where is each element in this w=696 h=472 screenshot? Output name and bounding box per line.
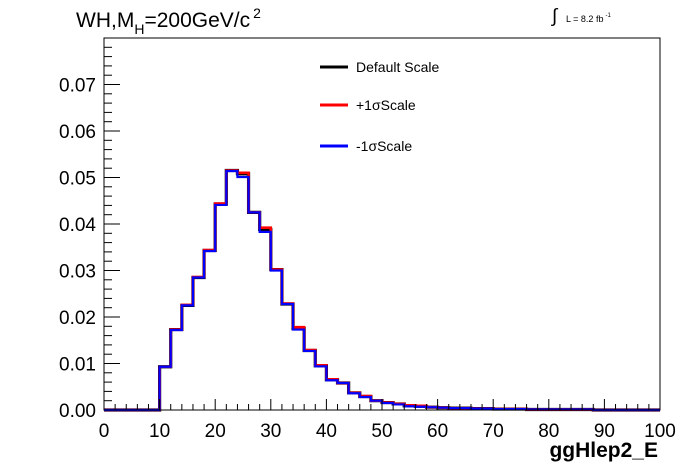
y-tick-label-1: 0.01 [59, 355, 96, 376]
series-line-1 [104, 169, 660, 412]
x-tick-label-1: 10 [149, 421, 170, 442]
title-rest: =200GeV/c [144, 9, 251, 32]
series-layer [104, 168, 660, 412]
x-tick-label-0: 0 [99, 421, 110, 442]
x-tick-label-4: 40 [316, 421, 337, 442]
y-tick-label-0: 0.00 [59, 401, 96, 422]
y-tick-label-7: 0.07 [59, 76, 96, 97]
series-line-2 [104, 169, 660, 412]
series-line-0 [104, 168, 660, 412]
y-tick-label-3: 0.03 [59, 262, 96, 283]
x-tick-label-10: 100 [644, 421, 676, 442]
title-subscript: H [134, 21, 145, 37]
x-tick-label-8: 80 [538, 421, 559, 442]
x-tick-label-5: 50 [371, 421, 392, 442]
y-tick-label-2: 0.02 [59, 308, 96, 329]
integral-symbol: ∫ [552, 6, 558, 27]
legend-label-1: +1σScale [356, 97, 416, 113]
x-axis-label: ggHlep2_E [549, 439, 658, 462]
title-superscript: 2 [253, 5, 261, 21]
title-prefix: WH,M [76, 9, 135, 32]
luminosity-label: ∫ L = 8.2 fb -1 [552, 6, 611, 27]
x-tick-label-6: 60 [427, 421, 448, 442]
plot-frame [103, 37, 661, 411]
x-tick-label-7: 70 [483, 421, 504, 442]
y-tick-label-5: 0.05 [59, 169, 96, 190]
x-tick-label-2: 20 [205, 421, 226, 442]
plot-title: WH,MH=200GeV/c 2 [76, 5, 261, 37]
axes-layer: 0 10 20 30 40 50 60 70 80 90 100 0.00 0.01 0.02 0.03 0.… [59, 46, 676, 442]
legend-label-0: Default Scale [356, 59, 439, 75]
y-tick-label-6: 0.06 [59, 122, 96, 143]
luminosity-text: L = 8.2 fb [566, 14, 604, 24]
y-tick-label-4: 0.04 [59, 215, 96, 236]
x-tick-label-9: 90 [594, 421, 615, 442]
legend-label-2: -1σScale [356, 138, 412, 154]
legend: Default Scale +1σScale -1σScale [320, 59, 439, 154]
x-tick-label-3: 30 [260, 421, 281, 442]
luminosity-unit-superscript: -1 [605, 13, 611, 19]
